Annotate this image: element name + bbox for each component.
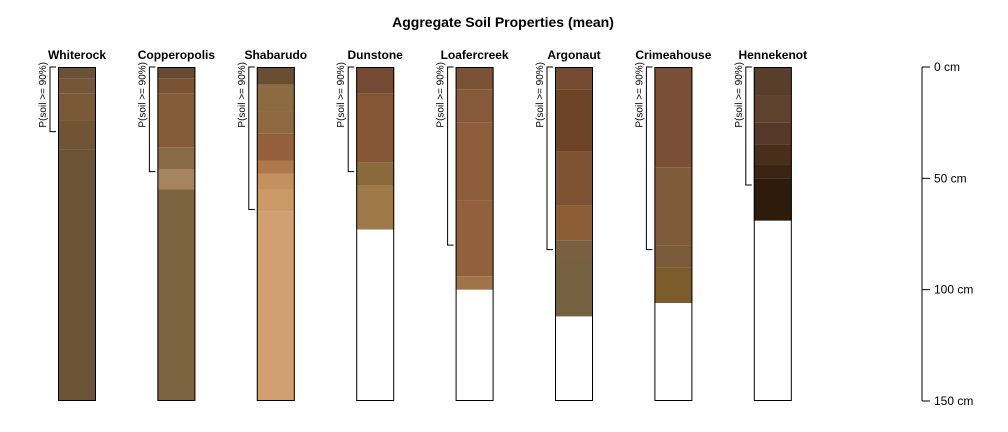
horizon-layer xyxy=(256,67,295,85)
horizon-layer xyxy=(256,133,295,161)
horizon-layer xyxy=(256,189,295,212)
profile-outline xyxy=(356,67,395,401)
p90-bracket xyxy=(447,66,454,246)
horizon-layer xyxy=(256,84,295,112)
horizon-layer xyxy=(555,151,593,206)
horizon-layer xyxy=(455,122,494,201)
depth-tick-label: 50 cm xyxy=(934,171,967,185)
depth-tick-label: 0 cm xyxy=(934,60,960,74)
profile-name: Hennekenot xyxy=(738,48,807,62)
profile-name: Loafercreek xyxy=(441,48,509,62)
horizon-layer xyxy=(58,120,96,150)
p90-bracket-label: P(soil >= 90%) xyxy=(436,62,447,128)
horizon-layer xyxy=(157,189,196,401)
profile-name: Shabarudo xyxy=(244,48,307,62)
horizon-layer xyxy=(555,240,593,259)
horizon-layer xyxy=(654,167,693,246)
profile-outline xyxy=(555,67,593,401)
p90-bracket xyxy=(148,66,156,173)
p90-bracket xyxy=(248,66,255,211)
horizon-layer xyxy=(654,67,693,168)
p90-bracket-label: P(soil >= 90%) xyxy=(137,62,148,128)
p90-bracket-label: P(soil >= 90%) xyxy=(38,62,49,128)
profile-name: Crimeahouse xyxy=(635,48,711,62)
horizon-layer xyxy=(356,67,395,94)
horizon-layer xyxy=(157,93,196,148)
chart-title: Aggregate Soil Properties (mean) xyxy=(392,14,614,30)
horizon-layer xyxy=(256,160,295,174)
profile-name: Whiterock xyxy=(48,48,106,62)
horizon-layer xyxy=(555,89,593,152)
horizon-layer xyxy=(256,173,295,190)
profile-name: Dunstone xyxy=(348,48,404,62)
horizon-layer xyxy=(356,93,395,163)
horizon-layer xyxy=(555,67,593,90)
horizon-layer xyxy=(753,122,792,145)
horizon-layer xyxy=(753,67,792,96)
profile-outline xyxy=(455,67,494,401)
horizon-layer xyxy=(455,276,494,290)
p90-bracket-label: P(soil >= 90%) xyxy=(634,62,645,128)
p90-bracket-label: P(soil >= 90%) xyxy=(734,62,745,128)
horizon-layer xyxy=(555,205,593,241)
profile-outline xyxy=(157,67,196,401)
horizon-layer xyxy=(753,178,792,221)
horizon-layer xyxy=(256,211,295,401)
horizon-layer xyxy=(455,89,494,123)
profile-name: Argonaut xyxy=(547,48,600,62)
horizon-layer xyxy=(58,78,96,94)
horizon-layer xyxy=(58,149,96,401)
p90-bracket xyxy=(546,66,553,251)
profile-outline xyxy=(753,67,792,401)
p90-bracket-label: P(soil >= 90%) xyxy=(237,62,248,128)
horizon-layer xyxy=(356,162,395,186)
horizon-layer xyxy=(455,200,494,277)
horizon-layer xyxy=(753,144,792,165)
profile-outline xyxy=(58,67,96,401)
horizon-layer xyxy=(455,67,494,90)
horizon-layer xyxy=(157,67,196,79)
depth-axis: 0 cm 50 cm 100 cm 150 cm xyxy=(921,60,973,408)
p90-bracket xyxy=(49,66,56,133)
horizon-layer xyxy=(356,185,395,230)
profile-name: Copperopolis xyxy=(138,48,216,62)
horizon-layer xyxy=(753,95,792,123)
horizon-layer xyxy=(555,258,593,317)
depth-tick-label: 100 cm xyxy=(934,283,973,297)
profile-outline xyxy=(256,67,295,401)
p90-bracket xyxy=(745,66,752,186)
horizon-layer xyxy=(58,93,96,121)
p90-bracket-label: P(soil >= 90%) xyxy=(535,62,546,128)
p90-bracket-label: P(soil >= 90%) xyxy=(336,62,347,128)
horizon-layer xyxy=(753,164,792,179)
horizon-layer xyxy=(654,245,693,268)
p90-bracket xyxy=(645,66,653,251)
horizon-layer xyxy=(654,267,693,304)
horizon-layer xyxy=(157,147,196,170)
horizon-layer xyxy=(157,169,196,190)
horizon-layer xyxy=(58,67,96,79)
depth-tick-label: 150 cm xyxy=(934,394,973,408)
horizon-layer xyxy=(256,111,295,134)
horizon-layer xyxy=(157,78,196,94)
profile-outline xyxy=(654,67,693,401)
p90-bracket xyxy=(347,66,355,173)
